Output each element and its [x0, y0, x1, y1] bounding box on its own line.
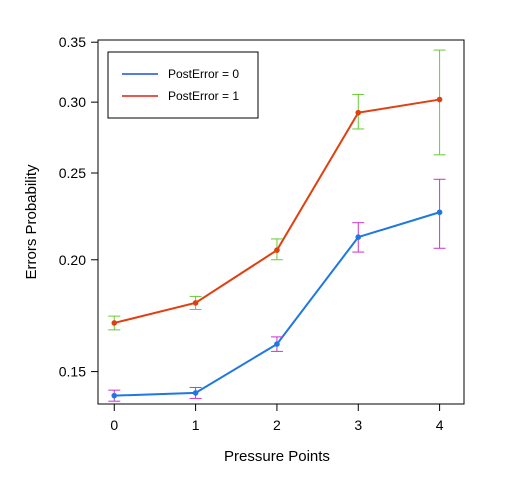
x-tick-label: 4: [436, 417, 444, 433]
x-axis-title: Pressure Points: [224, 448, 330, 465]
y-tick-label: 0.25: [59, 165, 86, 181]
y-tick-label: 0.20: [59, 252, 86, 268]
series-layer: [108, 49, 446, 402]
data-point: [192, 390, 199, 396]
legend-box: [107, 51, 259, 119]
series-line-1: [114, 98, 440, 324]
legend-label-postError-1: PostError = 1: [168, 89, 239, 103]
data-point: [111, 320, 118, 326]
x-axis-ticks: 0 1 2 3 4: [110, 404, 444, 433]
error-bar: [433, 49, 446, 156]
plot-frame: [97, 39, 465, 405]
x-tick-label: 3: [354, 417, 362, 433]
data-point: [274, 247, 280, 253]
legend: PostError = 0 PostError = 1: [107, 51, 259, 119]
data-point: [355, 109, 362, 116]
x-tick-label: 1: [192, 417, 200, 433]
legend-label-postError-0: PostError = 0: [168, 67, 239, 81]
data-point: [355, 234, 362, 240]
y-axis-ticks: 0.15 0.20 0.25 0.30 0.35: [59, 34, 98, 380]
data-point: [192, 300, 199, 306]
data-point: [436, 209, 443, 216]
data-point: [274, 341, 280, 347]
x-tick-label: 0: [110, 417, 118, 433]
data-point: [111, 392, 118, 399]
y-tick-label: 0.30: [59, 94, 86, 110]
y-axis-title: Errors Probability: [23, 164, 40, 280]
y-tick-label: 0.15: [59, 364, 86, 380]
data-point: [436, 96, 443, 103]
y-tick-label: 0.35: [59, 34, 86, 50]
x-tick-label: 2: [273, 417, 281, 433]
